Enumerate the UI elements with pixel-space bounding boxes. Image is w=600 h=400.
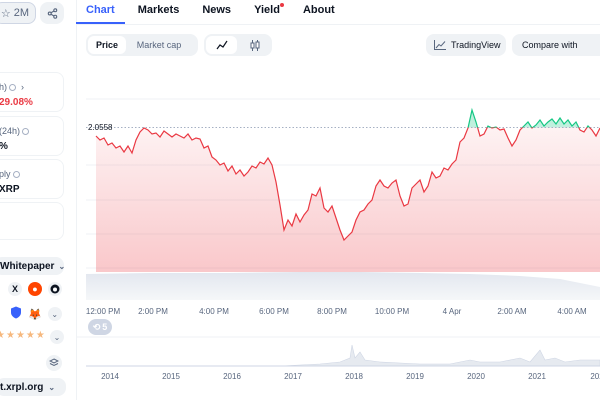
new-badge bbox=[279, 3, 284, 7]
star-icon: ★ bbox=[0, 330, 5, 341]
metric-toggle: Price Market cap bbox=[86, 34, 198, 56]
time-tick-label: 4:00 AM bbox=[557, 307, 587, 316]
chevron-down-icon: ⌄ bbox=[48, 382, 56, 392]
watchlist-button[interactable]: ☆ 2M bbox=[0, 2, 36, 24]
history-icon: ⟲ bbox=[92, 321, 101, 332]
stat-card-empty bbox=[0, 202, 64, 240]
share-button[interactable] bbox=[40, 2, 64, 24]
tab-markets[interactable]: Markets bbox=[137, 4, 180, 16]
price-area-above-reference bbox=[96, 110, 600, 128]
stat-value: XRP bbox=[0, 184, 20, 195]
stat-value: % bbox=[0, 141, 8, 152]
year-tick-label: 2020 bbox=[467, 372, 485, 381]
stat-card-volume-change[interactable]: h) › 29.08% bbox=[0, 72, 64, 112]
time-tick-label: 2:00 PM bbox=[138, 307, 168, 316]
whitepaper-label: Whitepaper bbox=[0, 260, 55, 272]
tab-about[interactable]: About bbox=[302, 4, 335, 16]
time-axis: 12:00 PM 2:00 PM 4:00 PM 6:00 PM 8:00 PM 10:0… bbox=[86, 307, 587, 316]
events-count: 5 bbox=[102, 322, 108, 332]
stat-card-vol-mcap: (24h) % bbox=[0, 116, 64, 156]
wallet-links: 🦊 ⌄ bbox=[10, 306, 62, 322]
social-links: X ● bbox=[8, 282, 68, 296]
stat-card-supply: ply XRP bbox=[0, 159, 64, 199]
sidebar: ☆ 2M h) › 29.08% (24h) % ply XRP bbox=[0, 0, 76, 400]
tab-news[interactable]: News bbox=[202, 4, 232, 16]
share-icon bbox=[47, 7, 57, 19]
year-tick-label: 2021 bbox=[528, 372, 546, 381]
metamask-icon[interactable]: 🦊 bbox=[28, 308, 42, 321]
compare-button[interactable]: Compare with bbox=[512, 34, 600, 56]
star-icon: ★ bbox=[15, 330, 25, 341]
time-tick-label: 4:00 PM bbox=[199, 307, 229, 316]
marketcap-toggle-button[interactable]: Market cap bbox=[136, 40, 182, 50]
info-icon bbox=[9, 83, 17, 91]
time-tick-label: 8:00 PM bbox=[317, 307, 347, 316]
star-icon: ★ bbox=[25, 330, 35, 341]
info-icon bbox=[22, 127, 30, 135]
layers-icon[interactable] bbox=[46, 355, 62, 371]
price-line-below-reference bbox=[95, 127, 600, 242]
tabs-divider bbox=[77, 24, 600, 25]
star-half-icon: ★ bbox=[35, 330, 45, 341]
volume-area bbox=[86, 272, 600, 300]
watchlist-count: 2M bbox=[13, 7, 30, 19]
year-tick-label: 2015 bbox=[162, 372, 180, 381]
price-area-below-reference bbox=[96, 127, 600, 272]
tab-yield-label: Yield bbox=[254, 4, 280, 16]
candlestick-chart-button[interactable] bbox=[239, 36, 270, 54]
stat-label: ply bbox=[0, 169, 11, 179]
x-icon[interactable]: X bbox=[8, 282, 22, 296]
year-tick-label: 202 bbox=[590, 372, 600, 381]
chevron-down-icon[interactable]: ⌄ bbox=[47, 307, 62, 321]
time-tick-label: 10:00 PM bbox=[375, 307, 410, 316]
rating-row[interactable]: ★ ★ ★ ★ ★ ⌄ bbox=[0, 328, 64, 346]
line-chart-button[interactable] bbox=[206, 36, 237, 54]
sidebar-divider bbox=[76, 0, 77, 400]
year-tick-label: 2017 bbox=[284, 372, 302, 381]
reference-price-label: 2.0558 bbox=[88, 123, 113, 132]
star-icon: ☆ bbox=[0, 7, 11, 20]
stat-label: h) bbox=[0, 82, 8, 92]
year-tick-label: 2019 bbox=[406, 372, 424, 381]
candlestick-icon bbox=[250, 39, 259, 51]
time-tick-label: 4 Apr bbox=[443, 307, 462, 316]
line-chart-icon bbox=[216, 40, 227, 50]
price-toggle-button[interactable]: Price bbox=[88, 36, 126, 54]
chevron-down-icon: ⌄ bbox=[58, 261, 66, 271]
year-tick-label: 2018 bbox=[345, 372, 363, 381]
rating-stars: ★ ★ ★ ★ ★ bbox=[0, 330, 45, 341]
time-tick-label: 12:00 PM bbox=[86, 307, 121, 316]
time-tick-label: 2:00 AM bbox=[497, 307, 527, 316]
whitepaper-link[interactable]: Whitepaper ⌄ bbox=[0, 257, 66, 275]
stat-value: 29.08% bbox=[0, 97, 33, 108]
reddit-icon[interactable]: ● bbox=[28, 282, 42, 296]
tradingview-button[interactable]: TradingView bbox=[426, 34, 506, 56]
year-axis: 2014 2015 2016 2017 2018 2019 2020 2021 202 bbox=[101, 372, 600, 381]
star-icon: ★ bbox=[5, 330, 15, 341]
shield-icon[interactable] bbox=[10, 306, 22, 322]
info-icon bbox=[12, 170, 20, 178]
year-tick-label: 2016 bbox=[223, 372, 241, 381]
main-tabs: Chart Markets News Yield About bbox=[76, 0, 358, 24]
explorer-link[interactable]: t.xrpl.org ⌄ bbox=[0, 378, 66, 396]
compare-label: Compare with bbox=[522, 40, 578, 50]
tab-yield[interactable]: Yield bbox=[254, 0, 284, 24]
chevron-down-icon: ⌄ bbox=[50, 330, 64, 344]
tab-chart[interactable]: Chart bbox=[76, 0, 125, 24]
tradingview-icon bbox=[434, 40, 446, 50]
navigator-area bbox=[100, 344, 600, 367]
chart-type-toggle bbox=[204, 34, 272, 56]
time-tick-label: 6:00 PM bbox=[259, 307, 289, 316]
explorer-label: t.xrpl.org bbox=[0, 381, 44, 393]
year-tick-label: 2014 bbox=[101, 372, 119, 381]
events-badge[interactable]: ⟲ 5 bbox=[88, 319, 112, 335]
stat-label: (24h) bbox=[0, 126, 21, 136]
tradingview-label: TradingView bbox=[451, 40, 501, 50]
github-icon[interactable] bbox=[48, 282, 62, 296]
chevron-right-icon: › bbox=[21, 82, 25, 92]
